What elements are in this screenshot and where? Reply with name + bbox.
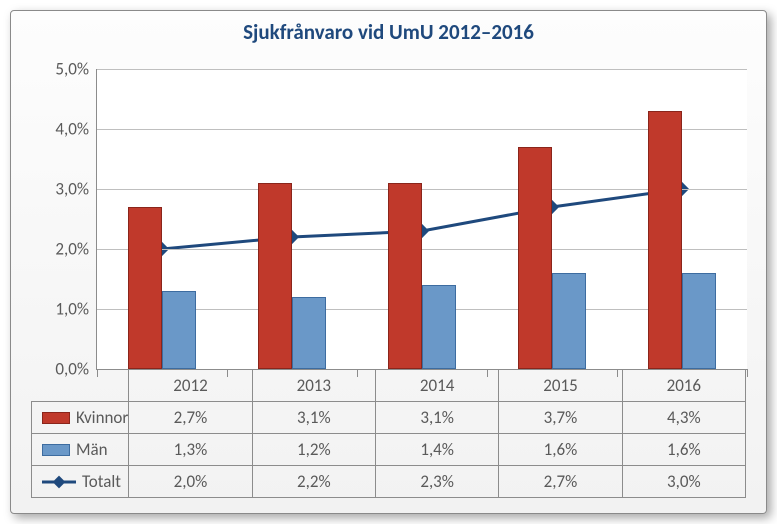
legend-label-totalt: Totalt	[82, 471, 121, 492]
cell-value: 3,1%	[297, 407, 331, 428]
bar-man	[682, 273, 716, 369]
cell-value: 3,7%	[544, 407, 578, 428]
cell-value: 3,1%	[420, 407, 454, 428]
year-label: 2014	[420, 375, 454, 396]
table-cell: 1,3%	[129, 434, 252, 466]
table-header-year: 2016	[622, 370, 745, 402]
table-cell: 1,6%	[499, 434, 622, 466]
table-cell: 2,7%	[129, 402, 252, 434]
plot-area: 0,0%1,0%2,0%3,0%4,0%5,0%	[96, 69, 747, 370]
line-totalt	[162, 189, 682, 249]
cell-value: 2,0%	[174, 471, 208, 492]
year-label: 2015	[543, 375, 577, 396]
cell-value: 2,7%	[174, 407, 208, 428]
x-tick	[747, 369, 748, 377]
table-header-year: 2015	[499, 370, 622, 402]
chart-title: Sjukfrånvaro vid UmU 2012–2016	[11, 19, 766, 45]
cell-value: 3,0%	[667, 471, 701, 492]
cell-value: 1,2%	[297, 439, 331, 460]
cell-value: 2,3%	[420, 471, 454, 492]
table-cell: 2,0%	[129, 466, 252, 498]
table-cell: 3,1%	[252, 402, 375, 434]
swatch-man-icon	[42, 444, 70, 456]
grid-line	[97, 69, 747, 70]
year-label: 2016	[667, 375, 701, 396]
bar-kvinnor	[518, 147, 552, 369]
y-tick-label: 3,0%	[55, 179, 89, 200]
table-cell: 1,4%	[375, 434, 498, 466]
table-header-year: 2014	[375, 370, 498, 402]
table-cell: 3,0%	[622, 466, 745, 498]
table-cell: 2,2%	[252, 466, 375, 498]
bar-kvinnor	[388, 183, 422, 369]
y-tick-label: 2,0%	[55, 239, 89, 260]
table-cell: 1,6%	[622, 434, 745, 466]
swatch-kvinnor-icon	[42, 412, 70, 424]
y-tick-label: 4,0%	[55, 119, 89, 140]
table-cell: 3,7%	[499, 402, 622, 434]
chart-frame: Sjukfrånvaro vid UmU 2012–2016 0,0%1,0%2…	[0, 0, 777, 524]
bar-kvinnor	[648, 111, 682, 369]
cell-value: 1,3%	[174, 439, 208, 460]
year-label: 2013	[297, 375, 331, 396]
legend-cell-kvinnor: Kvinnor	[32, 402, 129, 434]
chart-panel: Sjukfrånvaro vid UmU 2012–2016 0,0%1,0%2…	[10, 10, 767, 514]
table-corner	[32, 370, 129, 402]
cell-value: 1,4%	[420, 439, 454, 460]
bar-man	[422, 285, 456, 369]
bar-kvinnor	[258, 183, 292, 369]
bar-man	[292, 297, 326, 369]
table-header-year: 2013	[252, 370, 375, 402]
bar-man	[162, 291, 196, 369]
bar-kvinnor	[128, 207, 162, 369]
table-cell: 4,3%	[622, 402, 745, 434]
y-tick-label: 5,0%	[55, 59, 89, 80]
table-cell: 2,7%	[499, 466, 622, 498]
cell-value: 2,7%	[544, 471, 578, 492]
cell-value: 1,6%	[544, 439, 578, 460]
table-cell: 1,2%	[252, 434, 375, 466]
year-label: 2012	[173, 375, 207, 396]
cell-value: 2,2%	[297, 471, 331, 492]
legend-cell-totalt: Totalt	[32, 466, 129, 498]
cell-value: 4,3%	[667, 407, 701, 428]
table-cell: 3,1%	[375, 402, 498, 434]
legend-label-man: Män	[76, 439, 108, 460]
swatch-totalt-icon	[42, 475, 76, 489]
bar-man	[552, 273, 586, 369]
legend-label-kvinnor: Kvinnor	[76, 407, 128, 428]
data-table: 2012 2013 2014 2015 2016 Kvinnor 2,7% 3,1% 3,1% 3…	[31, 369, 746, 498]
legend-cell-man: Män	[32, 434, 129, 466]
y-tick-label: 1,0%	[55, 299, 89, 320]
table-header-year: 2012	[129, 370, 252, 402]
table-cell: 2,3%	[375, 466, 498, 498]
cell-value: 1,6%	[667, 439, 701, 460]
